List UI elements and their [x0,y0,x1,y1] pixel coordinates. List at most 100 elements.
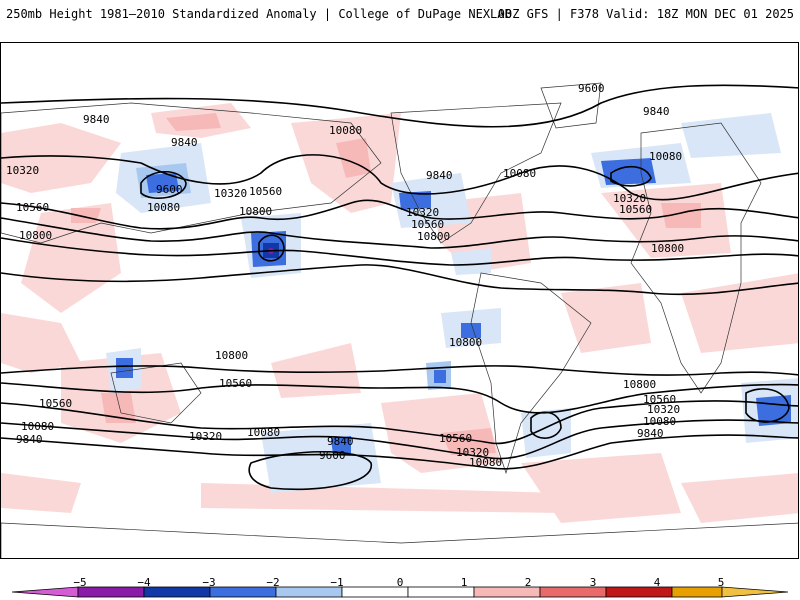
colorbar-arrow-left [11,586,79,598]
contour-9600-south [248,450,372,491]
contour-10080-north [1,199,798,230]
coastlines [1,82,798,558]
positive-anomaly-shading [1,103,798,523]
pos-anomaly-area [681,473,798,523]
australia-outline [110,362,202,424]
contour-label: 9840 [637,427,664,440]
contour-label: 10080 [643,415,676,428]
colorbar-tick: −2 [266,576,280,589]
contour-label: 10800 [239,205,272,218]
contour-10560-south [1,382,798,414]
pos-anomaly-area [336,138,371,178]
contour-10800-south [1,365,798,376]
model-run-info: 00Z GFS | F378 Valid: 18Z MON DEC 01 202… [497,7,794,21]
contour-label: 10560 [39,397,72,410]
neg-anomaly-area [146,173,179,193]
antarctica-outline [1,522,798,558]
neg-anomaly-area [116,358,133,378]
colorbar-tick: −5 [73,576,87,589]
neg-anomaly-area [434,370,446,383]
pos-anomaly-area [101,393,136,423]
contour-label: 10320 [406,206,439,219]
colorbar-tick: 4 [653,576,661,589]
contour-9600-north [1,84,798,128]
contour-label: 10560 [411,218,444,231]
greenland-outline [540,82,602,129]
contour-label: 9600 [319,449,346,462]
contour-9840-north [1,154,798,201]
contour-label: 10320 [647,403,680,416]
contour-label: 10560 [439,432,472,445]
contour-label: 9600 [578,82,605,95]
pos-anomaly-area [1,313,81,373]
pos-anomaly-area [1,123,121,193]
contour-9600-low-asia [140,170,187,199]
colorbar-tick: 0 [396,576,404,589]
contour-label: 10320 [456,446,489,459]
colorbar-strip [11,586,789,598]
contour-10800-north [1,264,798,296]
contour-10080-south [1,419,798,460]
contour-9840-south [1,434,798,470]
contour-label: 10560 [643,393,676,406]
colorbar-tick: 1 [460,576,468,589]
contour-label: 9840 [643,105,670,118]
contour-10320-south [1,400,798,445]
neg-anomaly-area [521,408,571,458]
contour-10800-pacific-low [258,234,285,262]
contour-label: 10080 [469,456,502,469]
contour-label: 10080 [147,201,180,214]
contour-label: 10560 [619,203,652,216]
contour-10560-north [1,237,798,266]
contour-label: 10560 [16,201,49,214]
contour-label: 10560 [249,185,282,198]
contour-label: 9600 [156,183,183,196]
pos-anomaly-area [561,283,651,353]
contour-label: 10800 [449,336,482,349]
neg-anomaly-area [681,113,781,158]
contour-labels: 9840 9840 9600 10080 10320 10560 10800 1… [6,82,684,469]
pos-anomaly-area [21,203,121,313]
contour-10560-atlantic-low [530,411,562,439]
header: 250mb Height 1981–2010 Standardized Anom… [0,0,800,28]
contour-label: 10080 [503,167,536,180]
colorbar-tick: −1 [330,576,344,589]
contour-9840-low-atlantic [610,165,652,187]
height-contours [1,84,798,491]
contour-label: 9840 [426,169,453,182]
contour-label: 9840 [83,113,110,126]
neg-anomaly-area [331,436,351,455]
pos-anomaly-area [271,343,361,398]
contour-label: 10320 [214,187,247,200]
pos-anomaly-area [441,428,496,455]
pos-anomaly-area [1,473,81,513]
europe-africa-outline [630,122,762,394]
contour-10320-north [1,217,798,249]
contour-label: 10320 [613,192,646,205]
contour-label: 10800 [651,242,684,255]
pos-anomaly-area [166,113,221,131]
contour-label: 10320 [6,164,39,177]
neg-anomaly-area [461,323,481,338]
pos-anomaly-area [201,483,561,513]
north-america-outline [390,102,562,244]
colorbar-tick: −3 [202,576,216,589]
negative-anomaly-shading [106,113,798,493]
contour-label: 9840 [16,433,43,446]
contour-label: 10800 [215,349,248,362]
colorbar-tick: 5 [717,576,725,589]
contour-label: 10080 [21,420,54,433]
asia-outline [1,102,382,244]
colorbar-tick: 2 [524,576,532,589]
map-title: 250mb Height 1981–2010 Standardized Anom… [6,7,512,21]
contour-label: 10560 [219,377,252,390]
colorbar-tick: 3 [589,576,597,589]
colorbar-tick: −4 [137,576,151,589]
colorbar-arrow-right [721,586,789,598]
contour-label: 10320 [189,430,222,443]
contour-label: 10080 [247,426,280,439]
contour-label: 9840 [171,136,198,149]
colorbar: −5 −4 −3 −2 −1 0 1 2 3 4 5 [0,565,800,600]
contour-10080-indian-low [745,388,790,423]
map-panel: 9840 9840 9600 10080 10320 10560 10800 1… [0,42,799,559]
